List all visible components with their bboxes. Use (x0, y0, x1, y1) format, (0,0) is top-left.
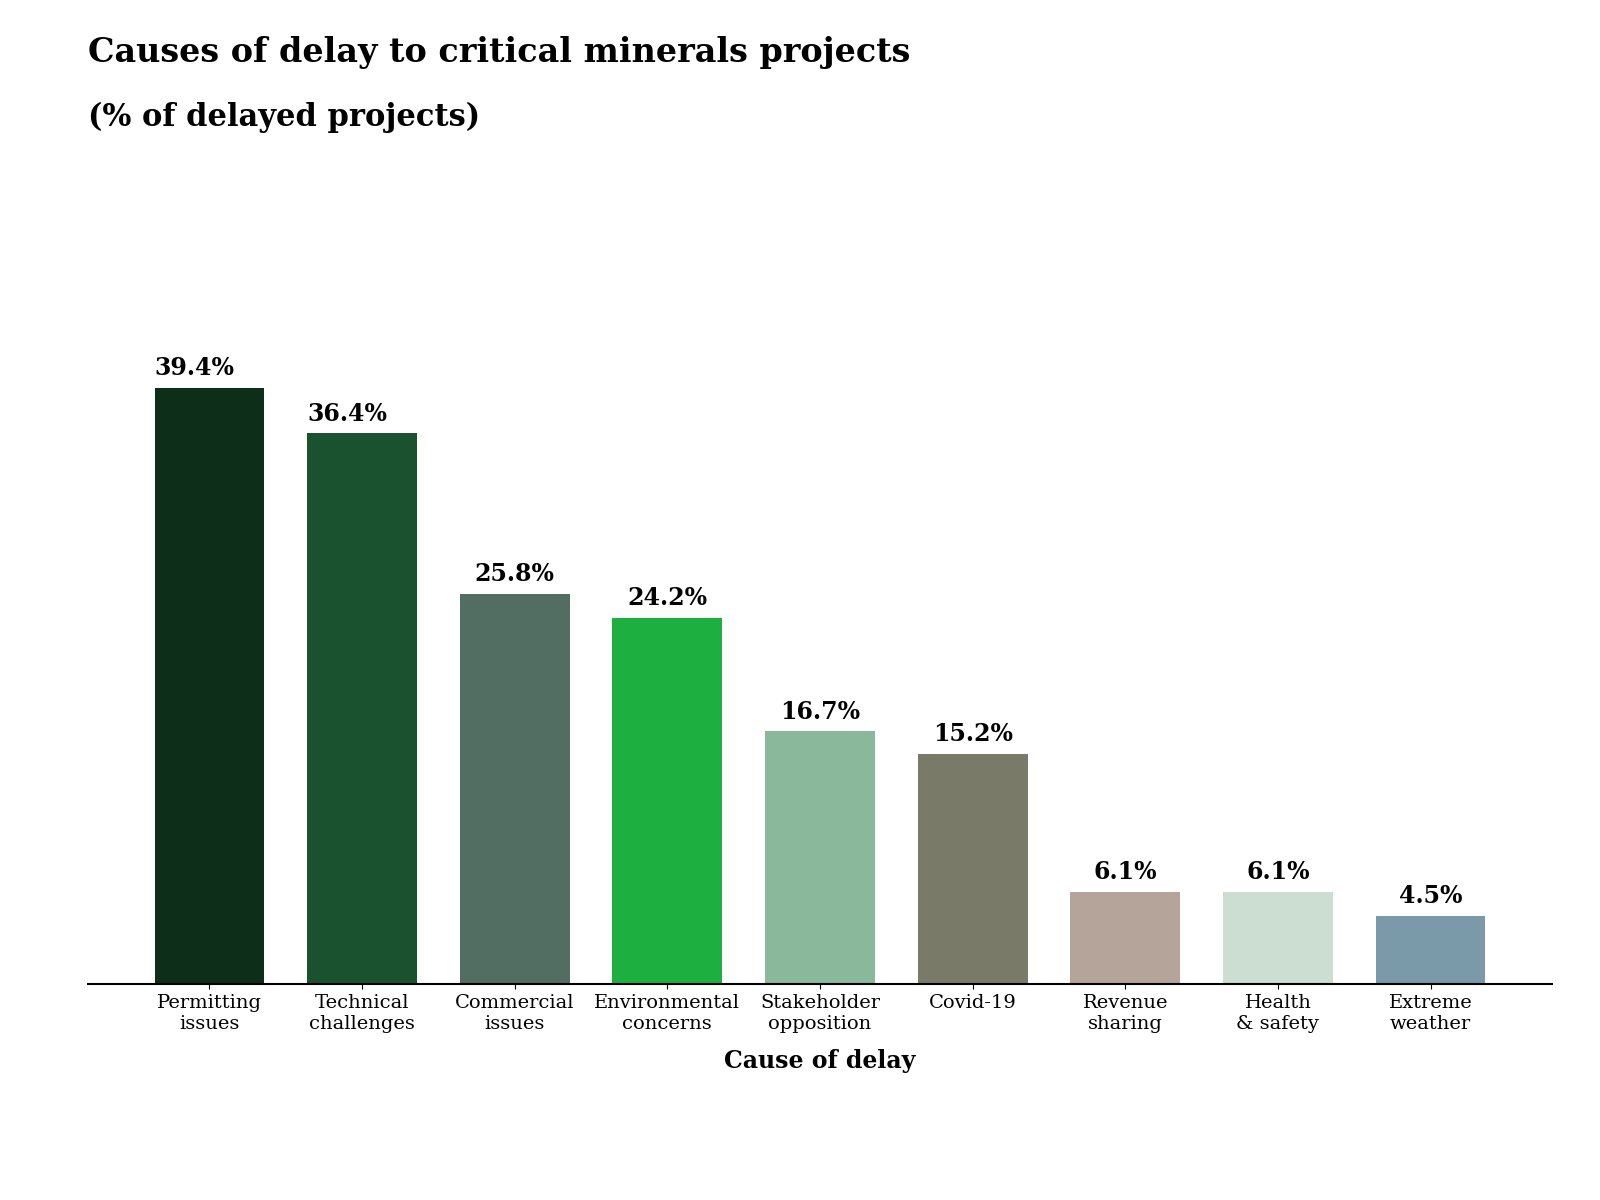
Bar (1222, 892, 1333, 984)
Bar (1070, 892, 1181, 984)
Bar (307, 433, 418, 984)
Text: 15.2%: 15.2% (933, 722, 1013, 746)
Text: 36.4%: 36.4% (307, 402, 387, 426)
Text: 25.8%: 25.8% (475, 562, 555, 586)
Text: (% of delayed projects): (% of delayed projects) (88, 102, 480, 133)
Bar (613, 618, 722, 984)
Bar (459, 594, 570, 984)
Text: 6.1%: 6.1% (1093, 860, 1157, 884)
Text: 4.5%: 4.5% (1398, 884, 1462, 908)
Bar (155, 388, 264, 984)
Text: 39.4%: 39.4% (155, 356, 235, 380)
Text: Causes of delay to critical minerals projects: Causes of delay to critical minerals pro… (88, 36, 910, 68)
Bar (765, 731, 875, 984)
Text: 6.1%: 6.1% (1246, 860, 1310, 884)
Bar (918, 754, 1027, 984)
Bar (1376, 916, 1485, 984)
X-axis label: Cause of delay: Cause of delay (725, 1049, 915, 1073)
Text: 16.7%: 16.7% (779, 700, 861, 724)
Text: 24.2%: 24.2% (627, 587, 707, 611)
